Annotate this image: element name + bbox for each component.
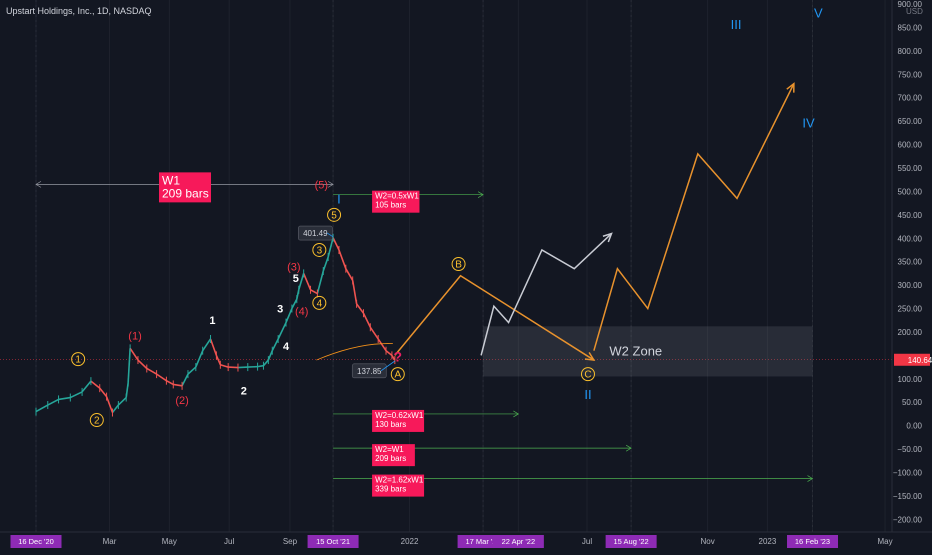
- x-tick-label: Jul: [224, 537, 234, 546]
- x-tick-label: 16 Dec '20: [18, 537, 54, 546]
- wave-label: I: [337, 191, 341, 206]
- x-tick-label: May: [162, 537, 177, 546]
- wave-label-4: 4: [317, 298, 323, 309]
- x-tick-label: 2022: [401, 537, 419, 546]
- y-axis-panel[interactable]: [892, 0, 932, 550]
- x-tick-label: Sep: [283, 537, 298, 546]
- wave-label-a: A: [394, 370, 401, 381]
- y-tick-label: 0.00: [906, 422, 922, 431]
- current-price-label: 140.64: [908, 356, 932, 365]
- x-tick-label: 15 Oct '21: [316, 537, 350, 546]
- wave-label: ?: [394, 349, 403, 365]
- x-tick-label: 2023: [759, 537, 777, 546]
- y-tick-label: 700.00: [898, 94, 923, 103]
- wave-label-5: 5: [331, 210, 337, 221]
- wave-label: (1): [128, 331, 141, 343]
- wave-label: 3: [277, 304, 283, 316]
- wave-label: V: [814, 5, 823, 20]
- wave-label: (2): [175, 395, 188, 407]
- y-tick-label: 500.00: [898, 187, 923, 196]
- y-tick-label: 550.00: [898, 164, 923, 173]
- x-tick-label: Jul: [582, 537, 592, 546]
- y-tick-label: −150.00: [893, 492, 923, 501]
- x-tick-label: 16 Feb '23: [795, 537, 830, 546]
- wave-label: IV: [802, 115, 815, 130]
- wave-label: 2: [241, 386, 247, 398]
- wave-label-1: 1: [75, 355, 81, 366]
- y-tick-label: 650.00: [898, 117, 923, 126]
- wave-label: 1: [209, 315, 215, 327]
- x-tick-label: Nov: [700, 537, 714, 546]
- wave-label: 5: [293, 273, 299, 285]
- y-tick-label: 400.00: [898, 234, 923, 243]
- x-tick-label: 22 Apr '22: [502, 537, 536, 546]
- y-tick-label: 300.00: [898, 281, 923, 290]
- x-tick-label: May: [877, 537, 892, 546]
- x-tick-label: 15 Aug '22: [614, 537, 649, 546]
- wave-label-c: C: [584, 370, 591, 381]
- wave-label: (4): [295, 306, 308, 318]
- price-tag-label: 401.49: [303, 229, 328, 238]
- y-tick-label: 850.00: [898, 23, 923, 32]
- y-tick-label: 800.00: [898, 47, 923, 56]
- wave-label: 4: [283, 341, 290, 353]
- y-tick-label: 100.00: [898, 375, 923, 384]
- price-segment: [258, 366, 264, 367]
- x-tick-label: Mar: [103, 537, 117, 546]
- y-tick-label: 50.00: [902, 398, 923, 407]
- y-tick-label: −50.00: [897, 445, 922, 454]
- y-tick-label: 600.00: [898, 141, 923, 150]
- w2-zone-label: W2 Zone: [609, 343, 662, 358]
- wave-label-3: 3: [317, 245, 323, 256]
- y-tick-label: 350.00: [898, 258, 923, 267]
- y-tick-label: 250.00: [898, 305, 923, 314]
- currency-label: USD: [906, 7, 923, 16]
- y-tick-label: 450.00: [898, 211, 923, 220]
- wave-label: (3): [287, 261, 300, 273]
- symbol-title: Upstart Holdings, Inc., 1D, NASDAQ: [6, 6, 152, 16]
- wave-label: II: [584, 387, 591, 402]
- y-tick-label: 750.00: [898, 70, 923, 79]
- y-tick-label: −200.00: [893, 515, 923, 524]
- wave-label-2: 2: [94, 416, 100, 427]
- wave-label: III: [731, 17, 742, 32]
- wave-label: (5): [315, 179, 328, 191]
- y-tick-label: 200.00: [898, 328, 923, 337]
- price-tag-label: 137.85: [357, 367, 382, 376]
- wave-label-b: B: [455, 260, 462, 271]
- y-tick-label: −100.00: [893, 469, 923, 478]
